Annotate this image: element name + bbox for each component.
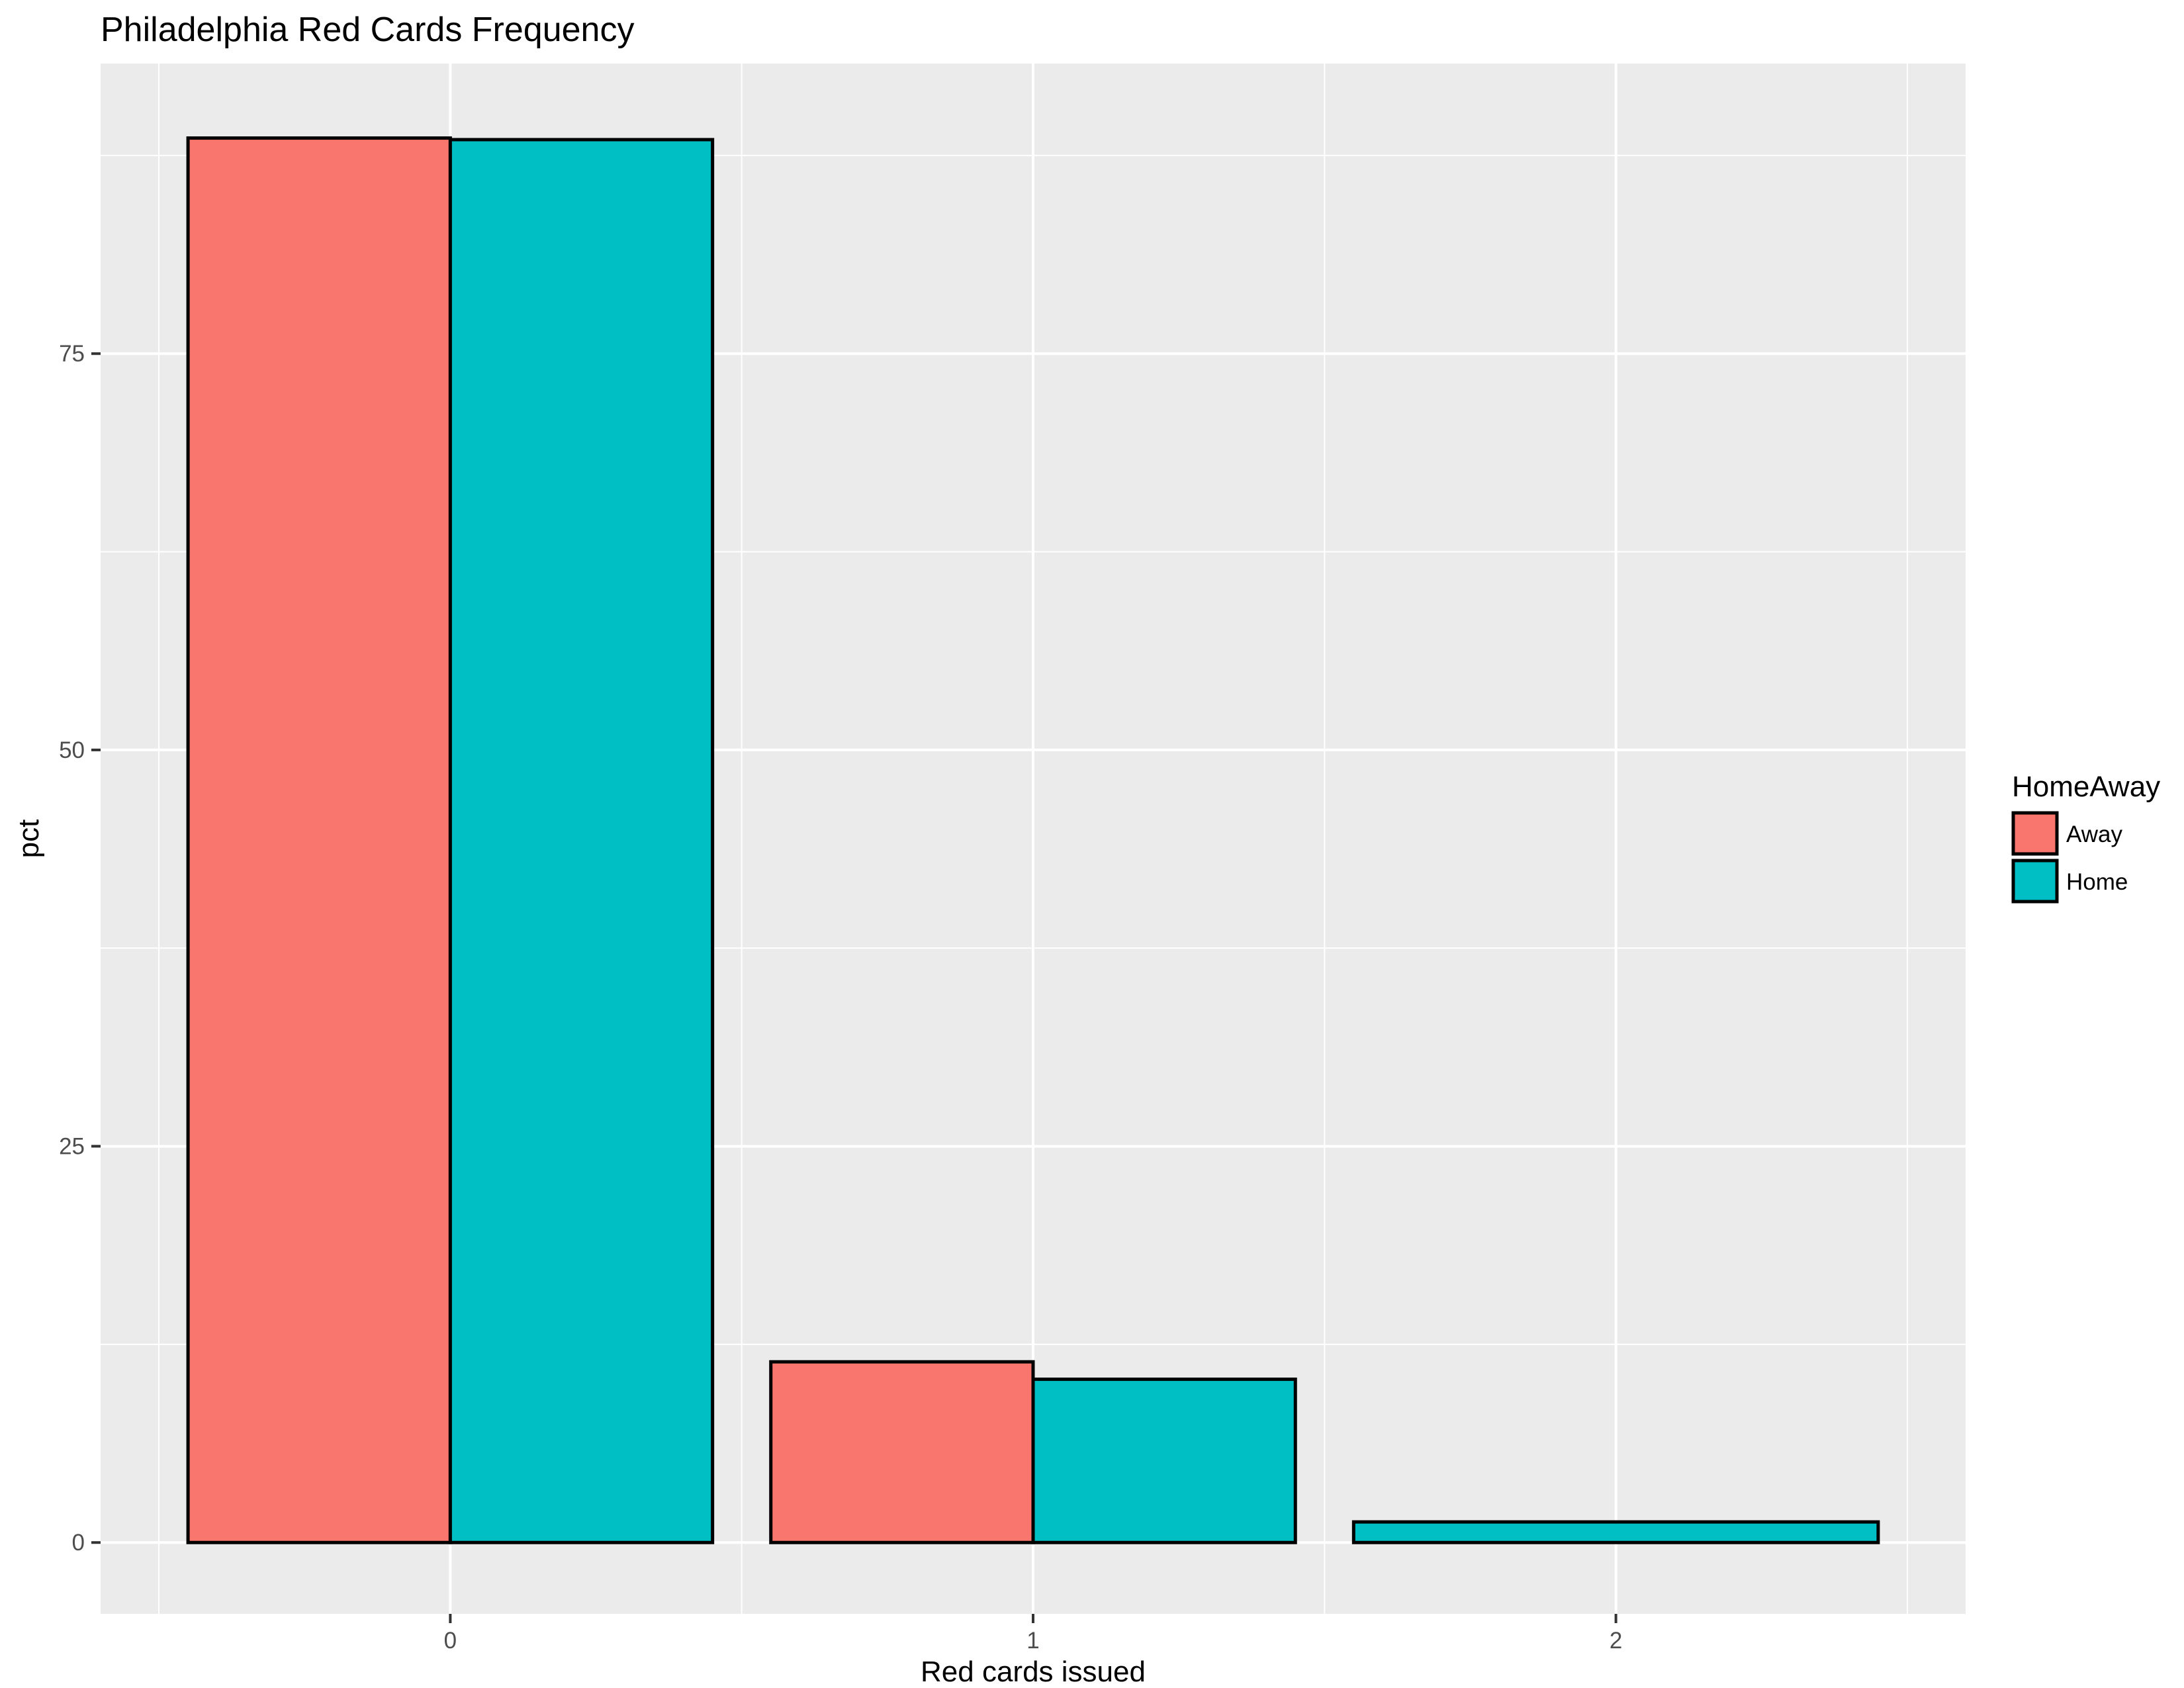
- x-axis-title: Red cards issued: [921, 1656, 1146, 1688]
- bar-home-2: [1351, 1520, 1880, 1544]
- y-tick-label: 0: [72, 1530, 85, 1556]
- legend-label-home: Home: [2066, 869, 2128, 895]
- y-tick-label: 50: [59, 737, 85, 763]
- legend-title: HomeAway: [2012, 771, 2160, 803]
- y-tick-label: 75: [59, 341, 85, 367]
- bars: [186, 136, 1880, 1544]
- chart-title: Philadelphia Red Cards Frequency: [101, 11, 634, 49]
- x-tick-label: 0: [444, 1628, 457, 1654]
- legend-key-home: [2011, 859, 2059, 904]
- bar-home-0: [448, 138, 715, 1544]
- legend-label-away: Away: [2066, 821, 2122, 847]
- y-tick-label: 25: [59, 1134, 85, 1160]
- x-tick-label: 2: [1610, 1628, 1622, 1654]
- bar-away-0: [186, 136, 452, 1544]
- x-tick-label: 1: [1026, 1628, 1039, 1654]
- legend: HomeAway Away Home: [2011, 771, 2160, 904]
- legend-key-away: [2011, 811, 2059, 856]
- y-axis-ticks: 0 25 50 75: [59, 341, 101, 1556]
- x-axis-ticks: 0 1 2: [444, 1614, 1622, 1654]
- bar-home-1: [1031, 1378, 1297, 1544]
- bar-away-1: [769, 1360, 1035, 1544]
- y-axis-title: pct: [13, 820, 45, 859]
